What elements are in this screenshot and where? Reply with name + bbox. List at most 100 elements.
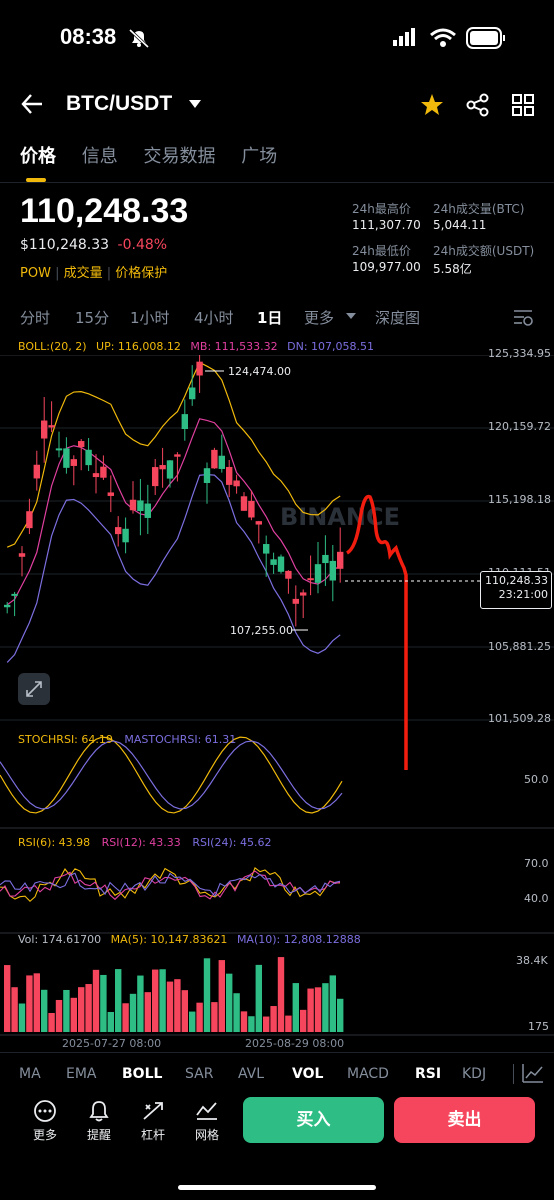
indicator-chart-icon[interactable] bbox=[522, 1064, 544, 1084]
ind-tab-boll[interactable]: BOLL bbox=[122, 1066, 163, 1082]
more-circle-icon bbox=[34, 1100, 56, 1122]
candle-body bbox=[240, 496, 248, 511]
volume-bar bbox=[211, 1002, 218, 1032]
candle-body bbox=[48, 425, 55, 428]
share-icon[interactable] bbox=[466, 93, 490, 117]
interval-1h[interactable]: 1小时 bbox=[130, 309, 170, 327]
boll-legend: BOLL:(20, 2) UP: 116,008.12 MB: 111,533.… bbox=[18, 340, 374, 353]
leverage-icon bbox=[143, 1102, 163, 1120]
sell-button[interactable]: 卖出 bbox=[394, 1097, 535, 1143]
interval-more[interactable]: 更多 bbox=[304, 309, 335, 327]
date-label-2: 2025-08-29 08:00 bbox=[245, 1037, 345, 1050]
ind-tab-kdj[interactable]: KDJ bbox=[462, 1066, 487, 1082]
interval-depth[interactable]: 深度图 bbox=[375, 309, 421, 327]
expand-icon[interactable] bbox=[26, 681, 42, 697]
status-bar: 08:38 bbox=[0, 0, 554, 80]
action-alert[interactable]: 提醒 bbox=[74, 1099, 124, 1143]
wifi-icon bbox=[430, 28, 456, 47]
caret-down-icon[interactable] bbox=[188, 98, 202, 110]
ind-tab-sar[interactable]: SAR bbox=[185, 1066, 214, 1082]
stat-low-value: 109,977.00 bbox=[352, 260, 421, 274]
tab-square[interactable]: 广场 bbox=[241, 146, 278, 167]
stat-high-value: 111,307.70 bbox=[352, 218, 421, 232]
volume-bar bbox=[18, 1003, 26, 1032]
volume-bar bbox=[174, 979, 181, 1032]
volume-bar bbox=[307, 988, 314, 1032]
candle-body bbox=[226, 466, 233, 485]
date-label-1: 2025-07-27 08:00 bbox=[62, 1037, 162, 1050]
nav-bar bbox=[0, 80, 554, 130]
volume-bar bbox=[248, 1016, 255, 1032]
action-more[interactable]: 更多 bbox=[20, 1099, 70, 1143]
tag-volume[interactable]: 成交量 bbox=[63, 266, 103, 281]
volume-bar bbox=[292, 983, 299, 1032]
candle-body bbox=[233, 480, 240, 487]
volume-bar bbox=[314, 987, 322, 1032]
rsi6-value: RSI(6): 43.98 bbox=[18, 836, 91, 849]
buy-button[interactable]: 买入 bbox=[243, 1097, 384, 1143]
candle-body bbox=[100, 466, 107, 478]
volume-bar bbox=[166, 981, 174, 1032]
candle-body bbox=[92, 473, 100, 478]
candle-body bbox=[137, 500, 144, 512]
ind-tab-avl[interactable]: AVL bbox=[238, 1066, 265, 1082]
signal-icon bbox=[393, 28, 415, 46]
candle-body bbox=[196, 361, 203, 376]
candle-body bbox=[11, 593, 18, 596]
rsi-legend: RSI(6): 43.98 RSI(12): 43.33 RSI(24): 45… bbox=[18, 836, 271, 849]
interval-1d[interactable]: 1日 bbox=[257, 309, 283, 327]
ind-tab-rsi[interactable]: RSI bbox=[415, 1066, 442, 1082]
interval-timeline[interactable]: 分时 bbox=[20, 309, 51, 327]
stochrsi-legend: STOCHRSI: 64.19 MASTOCHRSI: 61.31 bbox=[18, 733, 236, 746]
candle-body bbox=[33, 464, 40, 479]
stochrsi-axis: 50.0 bbox=[524, 773, 549, 786]
mute-bell-icon bbox=[128, 28, 150, 48]
volume-bar bbox=[33, 973, 40, 1032]
volume-bar bbox=[11, 987, 18, 1032]
tab-info[interactable]: 信息 bbox=[81, 146, 118, 167]
volume-bar bbox=[218, 960, 225, 1032]
volume-bar bbox=[226, 973, 233, 1032]
candle-body bbox=[174, 454, 181, 457]
battery-icon bbox=[466, 27, 505, 49]
action-grid[interactable]: 网格 bbox=[182, 1099, 232, 1143]
volume-bar bbox=[277, 957, 285, 1032]
candle-countdown: 23:21:00 bbox=[498, 588, 548, 601]
candle-body bbox=[18, 553, 26, 557]
candle-body bbox=[277, 556, 285, 572]
grid-menu-icon[interactable] bbox=[511, 93, 535, 117]
ind-tab-ema[interactable]: EMA bbox=[66, 1066, 97, 1082]
tab-price[interactable]: 价格 bbox=[20, 146, 56, 167]
stat-vol-btc-label: 24h成交量(BTC) bbox=[433, 202, 525, 216]
candle-body bbox=[4, 604, 11, 608]
action-more-label: 更多 bbox=[32, 1128, 57, 1142]
volume-bar bbox=[189, 1011, 196, 1032]
tab-trading-data[interactable]: 交易数据 bbox=[143, 146, 216, 167]
tag-pow[interactable]: POW bbox=[20, 266, 51, 281]
volume-bar bbox=[92, 969, 100, 1032]
chart-settings-icon[interactable] bbox=[512, 307, 534, 327]
kline-chart[interactable]: BINANCE 124,474.00 107,255.00 bbox=[0, 355, 554, 1065]
action-leverage[interactable]: 杠杆 bbox=[128, 1099, 178, 1143]
boll-param: BOLL:(20, 2) bbox=[18, 340, 87, 353]
divider bbox=[0, 1052, 554, 1053]
back-arrow-icon[interactable] bbox=[20, 92, 44, 116]
volume-bar bbox=[26, 975, 33, 1032]
volume-bar bbox=[48, 1012, 55, 1032]
candle-body bbox=[285, 570, 292, 579]
pair-title[interactable]: BTC/USDT bbox=[66, 92, 173, 115]
volume-bar bbox=[203, 958, 211, 1032]
volume-bar bbox=[70, 997, 77, 1032]
status-time: 08:38 bbox=[60, 24, 117, 49]
interval-4h[interactable]: 4小时 bbox=[194, 309, 234, 327]
star-icon[interactable] bbox=[420, 93, 444, 117]
ind-tab-vol[interactable]: VOL bbox=[292, 1066, 324, 1082]
price-axis-3: 115,198.18 bbox=[488, 493, 551, 506]
volume-bar bbox=[144, 992, 151, 1032]
tag-price-protection[interactable]: 价格保护 bbox=[115, 266, 168, 281]
ind-tab-ma[interactable]: MA bbox=[19, 1066, 41, 1082]
caret-down-icon[interactable] bbox=[345, 311, 357, 321]
ind-tab-macd[interactable]: MACD bbox=[347, 1066, 389, 1082]
volume-bar bbox=[55, 999, 63, 1032]
interval-15m[interactable]: 15分 bbox=[75, 309, 110, 327]
